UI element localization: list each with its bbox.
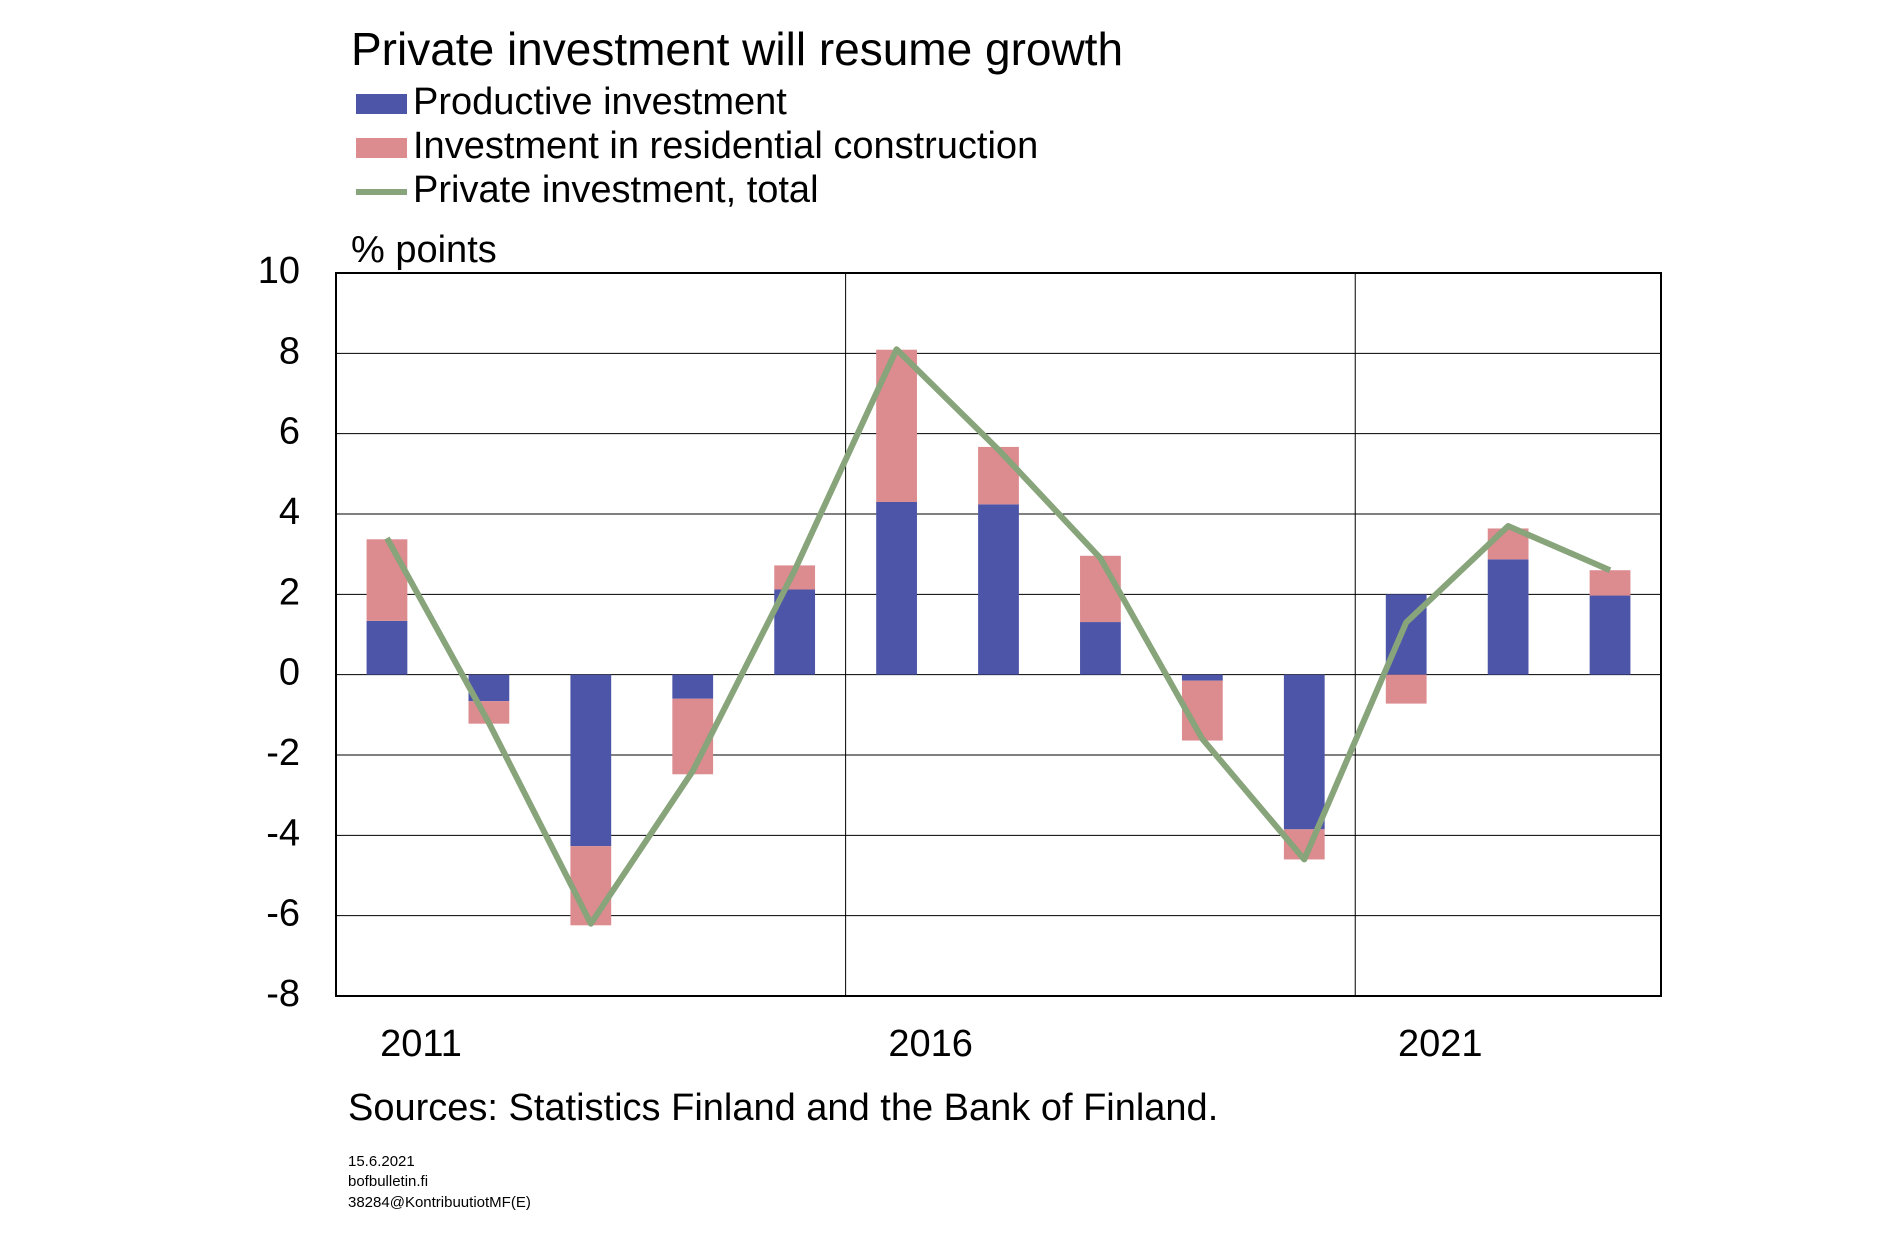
x-tick-label: 2021 bbox=[1398, 1023, 1483, 1065]
x-tick-label: 2016 bbox=[888, 1023, 973, 1065]
source: Sources: Statistics Finland and the Bank… bbox=[348, 1087, 1218, 1129]
legend-swatch bbox=[356, 138, 407, 158]
x-tick-label: 2011 bbox=[380, 1023, 462, 1065]
bar bbox=[1487, 559, 1529, 675]
bar bbox=[1589, 595, 1631, 675]
bar bbox=[978, 504, 1019, 675]
legend-swatch bbox=[356, 94, 407, 114]
bar bbox=[1080, 555, 1121, 623]
bar bbox=[774, 589, 816, 675]
bar bbox=[1589, 570, 1631, 596]
y-axis-label: % points bbox=[351, 229, 497, 271]
legend-label: Private investment, total bbox=[413, 169, 819, 211]
line bbox=[384, 346, 1612, 927]
y-tick-label: 4 bbox=[279, 491, 300, 533]
legend-label: Productive investment bbox=[413, 81, 787, 123]
bar bbox=[570, 674, 612, 847]
bar bbox=[978, 446, 1019, 505]
y-tick-label: 10 bbox=[258, 250, 300, 292]
bar bbox=[672, 698, 714, 775]
bar bbox=[1080, 622, 1121, 675]
y-tick-label: -2 bbox=[266, 732, 300, 774]
bar bbox=[672, 674, 714, 699]
chart-title: Private investment will resume growth bbox=[351, 23, 1123, 75]
y-tick-label: 0 bbox=[279, 652, 300, 694]
bar bbox=[366, 620, 408, 675]
y-tick-label: 2 bbox=[279, 571, 300, 613]
y-tick-label: -6 bbox=[266, 893, 300, 935]
y-tick-label: 8 bbox=[279, 330, 300, 372]
bar bbox=[1181, 674, 1223, 681]
bar bbox=[1385, 674, 1427, 704]
legend-label: Investment in residential construction bbox=[413, 125, 1038, 167]
plot-frame bbox=[335, 272, 1662, 997]
y-tick-label: -4 bbox=[266, 812, 300, 854]
bar bbox=[876, 501, 917, 675]
bar bbox=[366, 539, 408, 621]
note: 15.6.2021 bbox=[348, 1153, 415, 1170]
bar bbox=[1283, 674, 1325, 830]
y-tick-label: -8 bbox=[266, 973, 300, 1015]
bar bbox=[570, 846, 612, 926]
note: bofbulletin.fi bbox=[348, 1173, 428, 1190]
note: 38284@KontribuutiotMF(E) bbox=[348, 1194, 531, 1211]
y-tick-label: 6 bbox=[279, 411, 300, 453]
bar bbox=[876, 349, 917, 502]
